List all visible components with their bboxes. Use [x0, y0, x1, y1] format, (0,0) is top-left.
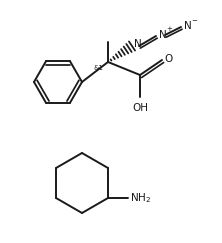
Text: &1: &1 [93, 65, 103, 71]
Text: N: N [184, 21, 192, 31]
Text: N: N [159, 30, 167, 40]
Text: NH$_2$: NH$_2$ [130, 191, 151, 205]
Text: N: N [134, 39, 142, 49]
Text: OH: OH [132, 103, 148, 113]
Text: O: O [164, 54, 172, 64]
Text: +: + [166, 26, 172, 32]
Text: −: − [191, 18, 197, 24]
